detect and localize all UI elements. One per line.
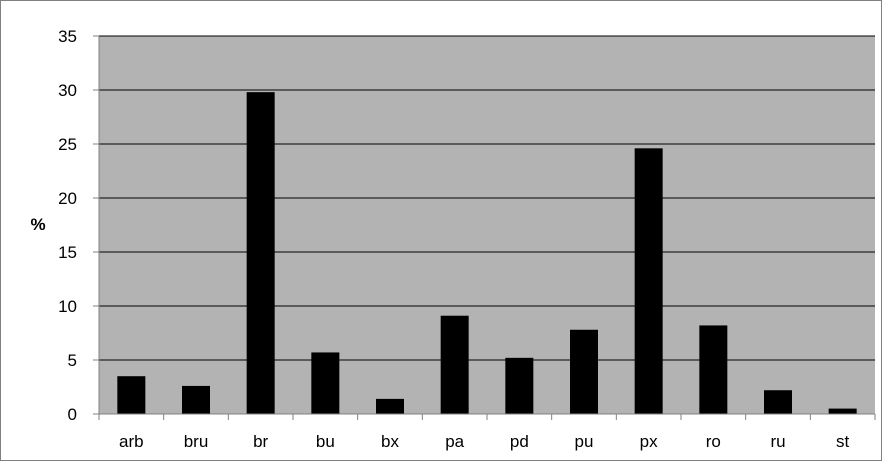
y-tick-label: 25 (58, 135, 77, 154)
gridlines (99, 35, 875, 361)
bar-pu (570, 329, 598, 414)
x-tick-labels: arb bru br bu bx pa pd pu px ro ru st (98, 414, 876, 451)
bar-ro (699, 325, 728, 414)
x-tick-label: bru (184, 432, 209, 451)
bar-br (246, 92, 275, 414)
bars (117, 92, 857, 414)
y-tick-label: 35 (58, 27, 77, 46)
x-tick-label: st (836, 432, 850, 451)
y-tick-label: 20 (58, 189, 77, 208)
y-tick-labels: 0 5 10 15 20 25 30 35 (58, 27, 99, 424)
x-tick-label: ru (770, 432, 785, 451)
bar-px (634, 148, 663, 414)
x-tick-label: px (640, 432, 658, 451)
bar-bu (311, 352, 340, 414)
bar-ru (764, 390, 792, 414)
y-tick-label: 5 (68, 351, 77, 370)
bar-bru (182, 385, 210, 414)
x-tick-label: pd (510, 432, 529, 451)
x-tick-label: pa (445, 432, 464, 451)
y-tick-label: 15 (58, 243, 77, 262)
y-tick-label: 10 (58, 297, 77, 316)
x-tick-label: br (253, 432, 268, 451)
bar-pa (440, 315, 469, 414)
x-tick-label: bx (381, 432, 399, 451)
y-tick-label: 30 (58, 81, 77, 100)
y-axis-label: % (30, 215, 45, 234)
bar-arb (117, 376, 146, 414)
plot-area (99, 36, 875, 414)
bar-st (828, 408, 857, 414)
bar-pd (505, 357, 534, 414)
x-tick-label: ro (706, 432, 721, 451)
x-tick-label: bu (316, 432, 335, 451)
y-tick-label: 0 (68, 405, 77, 424)
x-tick-label: pu (575, 432, 594, 451)
x-tick-label: arb (119, 432, 144, 451)
bar-bx (376, 398, 404, 414)
